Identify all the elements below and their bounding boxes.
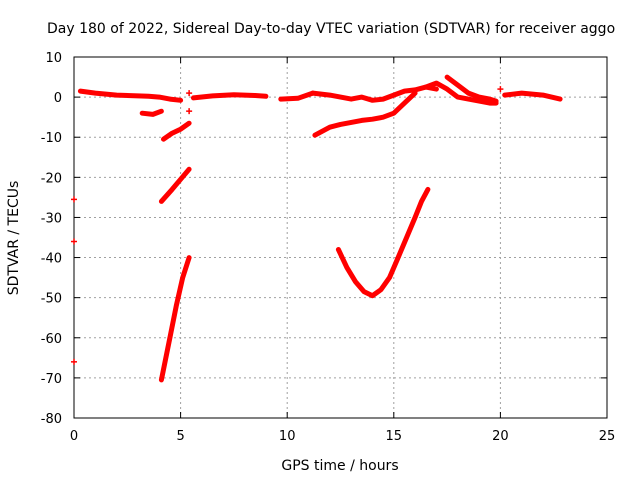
series-short-dip xyxy=(139,108,164,117)
y-tick-label: 10 xyxy=(45,51,62,66)
series-afternoon-arc xyxy=(423,80,499,106)
y-tick-label: -10 xyxy=(41,131,62,146)
y-tick-label: -20 xyxy=(41,171,62,186)
y-tick-label: -80 xyxy=(41,412,62,427)
x-tick-label: 20 xyxy=(492,429,509,444)
y-tick-label: -50 xyxy=(41,292,62,307)
y-axis-label: SDTVAR / TECUs xyxy=(6,181,22,296)
y-tick-label: -70 xyxy=(41,372,62,387)
x-tick-label: 0 xyxy=(70,429,78,444)
series-u-shape xyxy=(335,186,431,299)
x-tick-label: 15 xyxy=(386,429,403,444)
series-track-c xyxy=(158,255,192,383)
isolated-point xyxy=(186,108,193,115)
chart-title: Day 180 of 2022, Sidereal Day-to-day VTE… xyxy=(47,21,615,37)
plot-frame xyxy=(73,56,608,419)
isolated-point xyxy=(71,238,77,245)
series-near-zero-noon xyxy=(278,90,316,102)
isolated-point xyxy=(71,358,77,365)
y-tick-label: 0 xyxy=(54,91,62,106)
series-track-a xyxy=(161,120,192,142)
y-tick-label: -60 xyxy=(41,332,62,347)
isolated-point xyxy=(497,86,504,93)
series-near-zero-midday xyxy=(190,92,269,101)
x-axis-label: GPS time / hours xyxy=(281,458,398,474)
x-tick-label: 25 xyxy=(599,429,616,444)
x-tick-label: 5 xyxy=(176,429,184,444)
points-layer xyxy=(71,86,504,365)
series-track-b xyxy=(158,166,192,204)
series-layer xyxy=(77,74,563,383)
isolated-point xyxy=(186,90,193,97)
y-tick-label: -30 xyxy=(41,211,62,226)
series-evening xyxy=(502,90,563,102)
series-near-zero-morning xyxy=(77,88,184,103)
x-tick-label: 10 xyxy=(279,429,296,444)
series-rising-track xyxy=(312,90,418,138)
y-tick-label: -40 xyxy=(41,252,62,267)
series-afternoon-arc-2 xyxy=(444,74,499,104)
tick-labels: 0 5 10 15 20 25 10 0 -10 -20 -30 -40 -50 -60 -70 -80 xyxy=(41,51,616,444)
series-afternoon-upper xyxy=(310,84,439,103)
isolated-point xyxy=(71,196,77,203)
